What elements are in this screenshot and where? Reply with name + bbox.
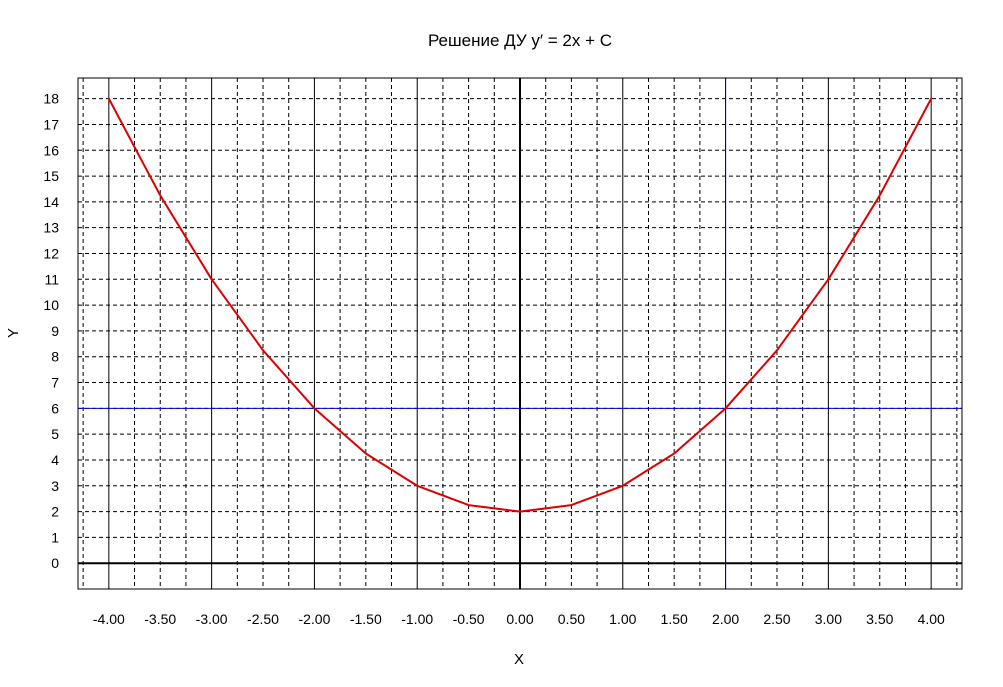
y-tick-label: 10 bbox=[43, 297, 59, 313]
x-tick-label: -1.00 bbox=[401, 611, 433, 627]
series-layer bbox=[107, 97, 933, 513]
grid-layer bbox=[78, 78, 962, 590]
x-tick-label: -1.50 bbox=[350, 611, 382, 627]
y-tick-label: 3 bbox=[51, 478, 59, 494]
y-axis-label: Y bbox=[5, 328, 22, 338]
y-tick-label: 7 bbox=[51, 375, 59, 391]
y-tick-label: 5 bbox=[51, 426, 59, 442]
x-tick-label: -3.50 bbox=[144, 611, 176, 627]
y-tick-label: 11 bbox=[44, 271, 59, 287]
x-tick-label: 1.50 bbox=[661, 611, 688, 627]
y-tick-label: 15 bbox=[43, 168, 59, 184]
x-tick-label: -3.00 bbox=[196, 611, 228, 627]
y-tick-label: 13 bbox=[43, 220, 59, 236]
y-tick-label: 17 bbox=[43, 116, 59, 132]
x-tick-label: -0.50 bbox=[453, 611, 485, 627]
y-tick-label: 4 bbox=[51, 452, 59, 468]
y-tick-label: 6 bbox=[51, 400, 59, 416]
x-tick-label: 0.00 bbox=[506, 611, 533, 627]
y-tick-label: 12 bbox=[43, 245, 59, 261]
x-tick-label: 2.00 bbox=[712, 611, 739, 627]
y-tick-label: 8 bbox=[51, 349, 59, 365]
x-axis-label: X bbox=[514, 651, 524, 668]
y-tick-label: 18 bbox=[43, 91, 59, 107]
y-tick-label: 2 bbox=[51, 504, 59, 520]
y-tick-label: 16 bbox=[43, 142, 59, 158]
x-tick-label: -4.00 bbox=[93, 611, 125, 627]
x-tick-label: 2.50 bbox=[763, 611, 790, 627]
x-tick-label: 3.50 bbox=[866, 611, 893, 627]
chart-title: Решение ДУ y′ = 2x + C bbox=[428, 31, 612, 50]
y-tick-label: 0 bbox=[51, 555, 59, 571]
x-tick-label: 3.00 bbox=[815, 611, 842, 627]
y-tick-label: 9 bbox=[51, 323, 59, 339]
y-tick-label: 1 bbox=[51, 529, 59, 545]
x-tick-label: 0.50 bbox=[558, 611, 585, 627]
x-tick-label: 1.00 bbox=[609, 611, 636, 627]
series-line-0 bbox=[107, 97, 933, 513]
y-tick-label: 14 bbox=[43, 194, 59, 210]
reference-lines bbox=[78, 78, 962, 589]
x-tick-label: 4.00 bbox=[918, 611, 945, 627]
tick-layer: -4.00 -3.50 -3.00 -2.50 -2.00 -1.50 -1.00 -0.50… bbox=[43, 91, 945, 627]
plot-frame bbox=[77, 77, 963, 590]
x-tick-label: -2.50 bbox=[247, 611, 279, 627]
x-tick-label: -2.00 bbox=[298, 611, 330, 627]
